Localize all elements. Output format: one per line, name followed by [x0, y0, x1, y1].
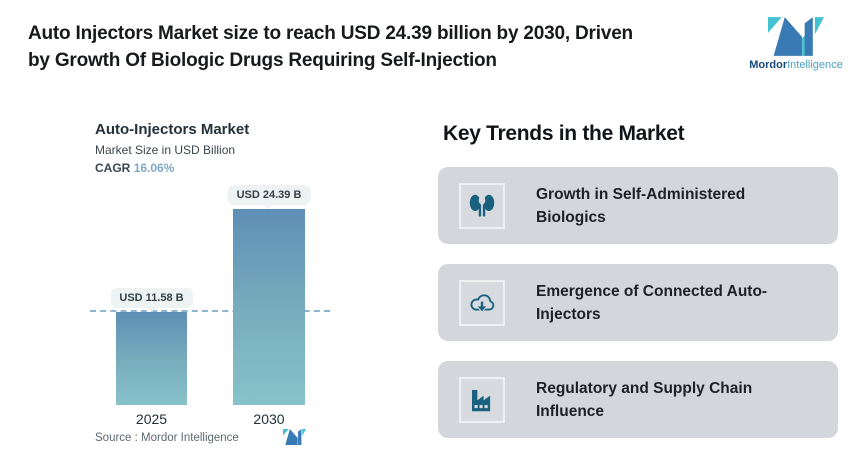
bar-value-label-2025: USD 11.58 B — [110, 288, 193, 308]
mordor-logo-icon — [768, 17, 824, 56]
brand-name-light: Intelligence — [787, 59, 843, 71]
bar-2025 — [116, 312, 187, 405]
trend-cards: Growth in Self-Administered Biologics Em… — [438, 167, 838, 438]
x-axis-label-2030: 2030 — [253, 411, 285, 427]
mordor-logo-small-icon — [283, 429, 306, 445]
trend-card-icon-box — [459, 376, 505, 423]
x-axis-label-2025: 2025 — [135, 411, 168, 427]
source-value: Mordor Intelligence — [141, 432, 239, 444]
trends-heading: Key Trends in the Market — [443, 122, 685, 145]
cagr-label: CAGR — [95, 161, 131, 175]
page-title-line2: by Growth Of Biologic Drugs Requiring Se… — [28, 50, 497, 71]
brand-name: MordorIntelligence — [748, 59, 844, 71]
trend-card-label: Regulatory and Supply Chain Influence — [536, 379, 753, 420]
source-label: Source : — [95, 432, 138, 444]
kidneys-icon — [469, 194, 495, 217]
bar-2030 — [233, 209, 305, 405]
cagr-value: 16.06% — [133, 161, 175, 175]
bar-group-2030: USD 24.39 B 2030 — [227, 180, 311, 427]
trend-card-icon-box — [459, 182, 505, 229]
reference-dashed-line — [90, 310, 330, 312]
page-title: Auto Injectors Market size to reach USD … — [28, 20, 633, 74]
trend-card-label: Growth in Self-Administered Biologics — [536, 185, 746, 226]
bar-chart: USD 11.58 B 2025 USD 24.39 B 2030 — [88, 180, 340, 427]
chart-header: Auto-Injectors Market Market Size in USD… — [95, 121, 249, 175]
trend-card-label: Emergence of Connected Auto-Injectors — [536, 282, 768, 323]
chart-title: Auto-Injectors Market — [95, 121, 250, 138]
chart-cagr: CAGR 16.06% — [95, 161, 249, 175]
bar-group-2025: USD 11.58 B 2025 — [110, 180, 193, 427]
source-attribution: Source : Mordor Intelligence — [95, 432, 239, 444]
brand-logo: MordorIntelligence — [748, 17, 844, 71]
bar-value-label-2030: USD 24.39 B — [227, 185, 311, 205]
chart-subtitle: Market Size in USD Billion — [95, 143, 236, 157]
trend-card-regulatory: Regulatory and Supply Chain Influence — [438, 361, 838, 438]
factory-icon — [472, 389, 491, 411]
trend-card-icon-box — [459, 279, 505, 326]
page-title-line1: Auto Injectors Market size to reach USD … — [28, 23, 633, 44]
cloud-download-icon — [470, 293, 495, 313]
trend-card-biologics: Growth in Self-Administered Biologics — [438, 167, 838, 244]
brand-name-bold: Mordor — [749, 59, 788, 71]
trend-card-connected: Emergence of Connected Auto-Injectors — [438, 264, 838, 341]
